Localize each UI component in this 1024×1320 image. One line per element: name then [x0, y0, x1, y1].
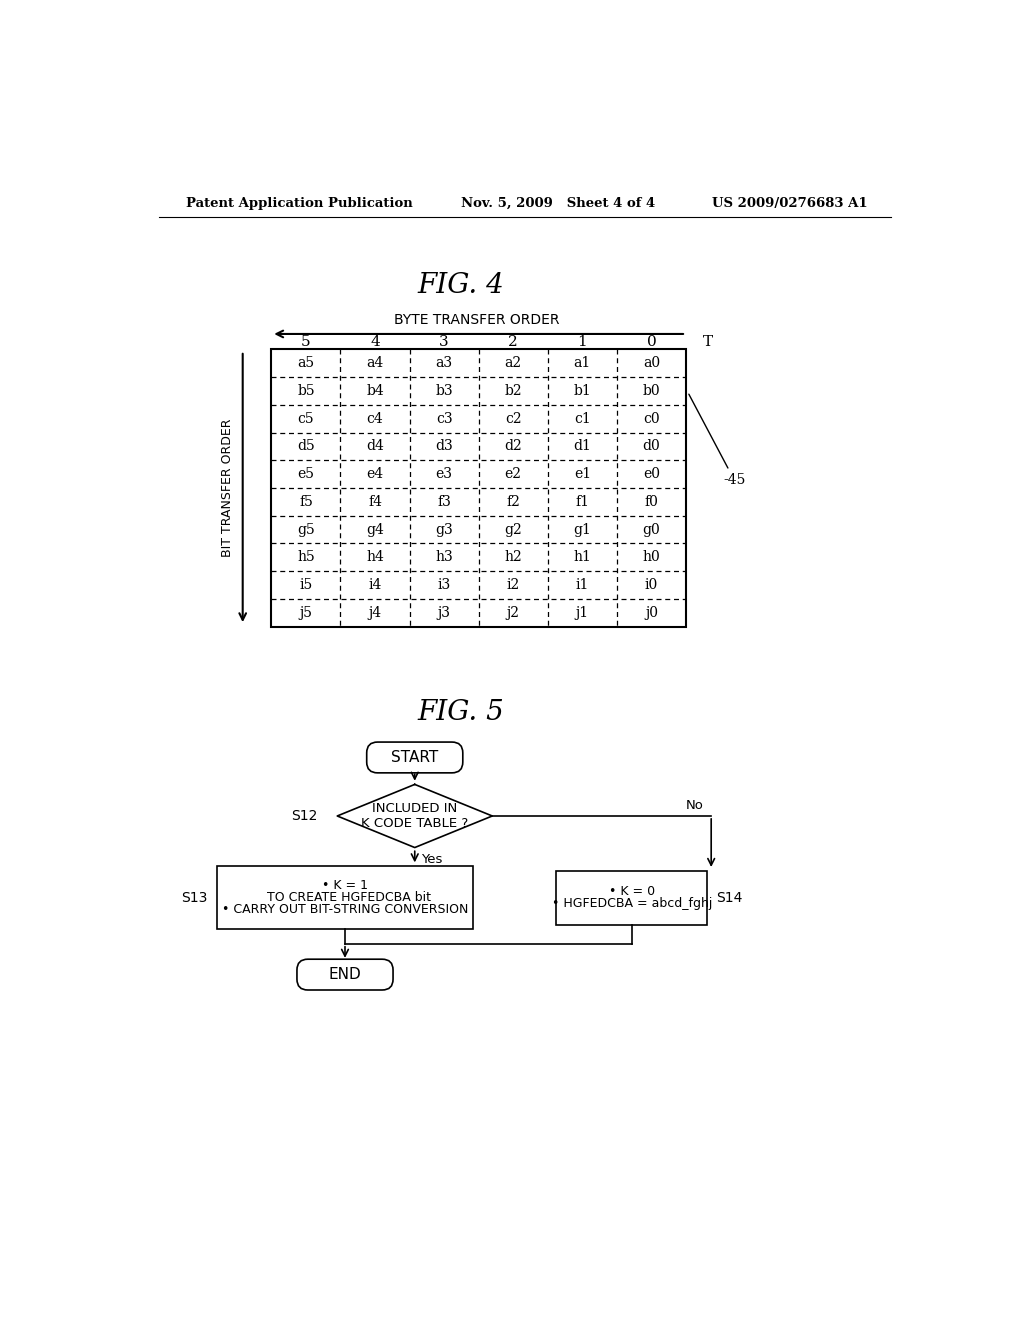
Text: i2: i2	[507, 578, 520, 591]
Text: No: No	[685, 799, 703, 812]
Text: d1: d1	[573, 440, 591, 453]
Text: i3: i3	[437, 578, 451, 591]
Text: 3: 3	[439, 335, 449, 348]
Text: g1: g1	[573, 523, 591, 536]
Text: • HGFEDCBA = abcd_fghj: • HGFEDCBA = abcd_fghj	[552, 898, 712, 911]
Text: e5: e5	[297, 467, 314, 480]
Bar	[556, 871, 708, 924]
Text: -45: -45	[689, 395, 745, 487]
Text: g3: g3	[435, 523, 453, 536]
Text: b4: b4	[367, 384, 384, 397]
Text: j2: j2	[507, 606, 520, 619]
Text: a2: a2	[505, 356, 522, 370]
Text: • K = 0: • K = 0	[608, 884, 654, 898]
Text: g4: g4	[367, 523, 384, 536]
Text: BYTE TRANSFER ORDER: BYTE TRANSFER ORDER	[394, 313, 559, 327]
Text: j4: j4	[369, 606, 382, 619]
Text: j5: j5	[299, 606, 312, 619]
Text: a4: a4	[367, 356, 384, 370]
Text: 1: 1	[578, 335, 587, 348]
Text: e3: e3	[435, 467, 453, 480]
Text: j1: j1	[575, 606, 589, 619]
Text: S14: S14	[717, 891, 743, 904]
Text: 4: 4	[370, 335, 380, 348]
Text: FIG. 5: FIG. 5	[418, 700, 505, 726]
Text: S12: S12	[292, 809, 317, 822]
Text: f4: f4	[368, 495, 382, 508]
Text: d2: d2	[505, 440, 522, 453]
Text: a0: a0	[643, 356, 660, 370]
Text: • K = 1: • K = 1	[322, 879, 368, 892]
Text: c3: c3	[436, 412, 453, 425]
Text: a1: a1	[573, 356, 591, 370]
Text: f3: f3	[437, 495, 452, 508]
Text: TO CREATE HGFEDCBA bit: TO CREATE HGFEDCBA bit	[259, 891, 431, 904]
Text: d4: d4	[367, 440, 384, 453]
Text: c2: c2	[505, 412, 521, 425]
Text: g2: g2	[505, 523, 522, 536]
Text: b3: b3	[435, 384, 453, 397]
Text: i4: i4	[369, 578, 382, 591]
Text: US 2009/0276683 A1: US 2009/0276683 A1	[713, 197, 868, 210]
Text: • CARRY OUT BIT-STRING CONVERSION: • CARRY OUT BIT-STRING CONVERSION	[222, 903, 468, 916]
Text: Patent Application Publication: Patent Application Publication	[186, 197, 413, 210]
Text: 0: 0	[646, 335, 656, 348]
Text: g5: g5	[297, 523, 314, 536]
Text: i1: i1	[575, 578, 589, 591]
Text: d3: d3	[435, 440, 453, 453]
Bar	[271, 350, 686, 627]
Text: f2: f2	[506, 495, 520, 508]
Text: e1: e1	[573, 467, 591, 480]
Text: START: START	[391, 750, 438, 766]
Text: e0: e0	[643, 467, 659, 480]
Text: f5: f5	[299, 495, 313, 508]
Text: b1: b1	[573, 384, 591, 397]
Text: BIT TRANSFER ORDER: BIT TRANSFER ORDER	[221, 418, 233, 557]
Text: b2: b2	[505, 384, 522, 397]
Text: a3: a3	[435, 356, 453, 370]
Text: a5: a5	[297, 356, 314, 370]
Text: j3: j3	[437, 606, 451, 619]
Text: h3: h3	[435, 550, 453, 564]
Text: c5: c5	[298, 412, 314, 425]
Text: j0: j0	[645, 606, 658, 619]
Text: h5: h5	[297, 550, 314, 564]
Text: f1: f1	[575, 495, 590, 508]
Text: h2: h2	[505, 550, 522, 564]
Text: END: END	[329, 968, 361, 982]
Text: c0: c0	[643, 412, 659, 425]
Text: 2: 2	[508, 335, 518, 348]
Text: b5: b5	[297, 384, 314, 397]
Text: e4: e4	[367, 467, 384, 480]
Text: c1: c1	[574, 412, 591, 425]
Text: d5: d5	[297, 440, 314, 453]
Text: FIG. 4: FIG. 4	[418, 272, 505, 298]
Text: e2: e2	[505, 467, 522, 480]
Bar	[217, 866, 473, 929]
Text: INCLUDED IN
K CODE TABLE ?: INCLUDED IN K CODE TABLE ?	[361, 803, 468, 830]
Text: c4: c4	[367, 412, 383, 425]
Text: i0: i0	[645, 578, 658, 591]
Text: Yes: Yes	[421, 853, 442, 866]
Text: h0: h0	[643, 550, 660, 564]
Text: h1: h1	[573, 550, 591, 564]
Text: h4: h4	[367, 550, 384, 564]
Text: b0: b0	[643, 384, 660, 397]
Text: 5: 5	[301, 335, 310, 348]
Text: T: T	[703, 335, 713, 348]
Text: Nov. 5, 2009   Sheet 4 of 4: Nov. 5, 2009 Sheet 4 of 4	[461, 197, 655, 210]
Text: S13: S13	[181, 891, 208, 904]
Text: i5: i5	[299, 578, 312, 591]
Text: f0: f0	[644, 495, 658, 508]
Text: g0: g0	[643, 523, 660, 536]
Text: d0: d0	[643, 440, 660, 453]
